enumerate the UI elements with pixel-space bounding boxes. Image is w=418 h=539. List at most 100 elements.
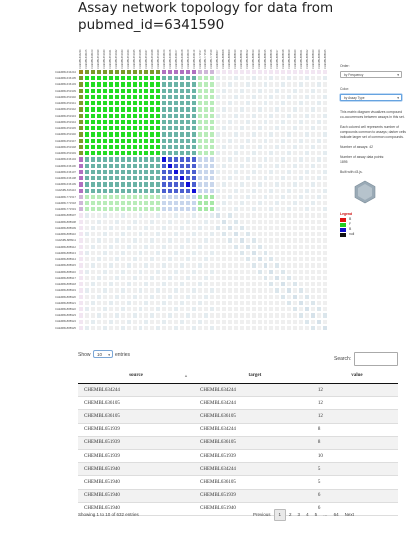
matrix-cell[interactable] (191, 87, 198, 94)
matrix-cell[interactable] (298, 112, 305, 119)
matrix-cell[interactable] (244, 69, 251, 76)
matrix-cell[interactable] (292, 69, 299, 76)
matrix-cell[interactable] (101, 125, 108, 132)
matrix-cell[interactable] (244, 75, 251, 82)
matrix-cell[interactable] (173, 143, 180, 151)
matrix-cell[interactable] (167, 131, 174, 138)
matrix-cell[interactable] (286, 118, 293, 126)
matrix-cell[interactable] (203, 87, 209, 94)
matrix-cell[interactable] (244, 137, 251, 144)
matrix-cell[interactable] (262, 100, 269, 107)
matrix-cell[interactable] (89, 131, 96, 138)
matrix-cell[interactable] (119, 69, 126, 76)
matrix-cell[interactable] (220, 131, 227, 138)
matrix-cell[interactable] (232, 118, 239, 126)
matrix-cell[interactable] (250, 81, 257, 88)
matrix-cell[interactable] (262, 131, 269, 138)
matrix-cell[interactable] (304, 81, 311, 88)
matrix-cell[interactable] (83, 118, 90, 126)
matrix-cell[interactable] (131, 118, 138, 126)
matrix-cell[interactable] (298, 93, 305, 101)
matrix-cell[interactable] (274, 81, 281, 88)
matrix-cell[interactable] (244, 112, 251, 119)
matrix-cell[interactable] (220, 100, 227, 107)
matrix-cell[interactable] (113, 150, 120, 157)
column-header-source[interactable]: source ▲ (78, 368, 194, 384)
matrix-cell[interactable] (310, 106, 317, 113)
matrix-cell[interactable] (167, 106, 174, 113)
matrix-cell[interactable] (226, 75, 233, 82)
matrix-cell[interactable] (107, 150, 114, 157)
matrix-cell[interactable] (161, 75, 168, 82)
matrix-cell[interactable] (203, 69, 209, 76)
page-button-5[interactable]: 5 (314, 512, 318, 517)
matrix-cell[interactable] (83, 150, 90, 157)
matrix-cell[interactable] (316, 137, 323, 144)
matrix-cell[interactable] (185, 112, 192, 119)
matrix-cell[interactable] (280, 100, 287, 107)
page-button-last[interactable]: 64 (333, 512, 339, 517)
matrix-cell[interactable] (280, 112, 287, 119)
matrix-cell[interactable] (226, 112, 233, 119)
matrix-cell[interactable] (125, 69, 132, 76)
matrix-cell[interactable] (214, 112, 221, 119)
matrix-cell[interactable] (310, 93, 317, 101)
matrix-cell[interactable] (131, 143, 138, 151)
matrix-cell[interactable] (250, 100, 257, 107)
matrix-cell[interactable] (113, 118, 120, 126)
matrix-cell[interactable] (256, 118, 263, 126)
matrix-cell[interactable] (137, 143, 144, 151)
matrix-cell[interactable] (167, 112, 174, 119)
matrix-cell[interactable] (256, 69, 263, 76)
matrix-cell[interactable] (83, 93, 90, 101)
matrix-cell[interactable] (161, 100, 168, 107)
matrix-cell[interactable] (232, 93, 239, 101)
matrix-cell[interactable] (250, 118, 257, 126)
matrix-cell[interactable] (179, 112, 186, 119)
matrix-cell[interactable] (322, 125, 328, 132)
matrix-cell[interactable] (113, 106, 120, 113)
matrix-cell[interactable] (220, 112, 227, 119)
matrix-cell[interactable] (155, 131, 162, 138)
matrix-cell[interactable] (238, 93, 245, 101)
entries-select[interactable]: 10 ▾ (93, 350, 113, 358)
matrix-cell[interactable] (220, 93, 227, 101)
matrix-cell[interactable] (161, 143, 168, 151)
matrix-cell[interactable] (256, 75, 263, 82)
matrix-cell[interactable] (185, 81, 192, 88)
page-button-3[interactable]: 3 (297, 512, 301, 517)
matrix-cell[interactable] (226, 106, 233, 113)
matrix-cell[interactable] (95, 87, 102, 94)
matrix-cell[interactable] (304, 137, 311, 144)
matrix-cell[interactable] (214, 125, 221, 132)
matrix-cell[interactable] (167, 125, 174, 132)
matrix-cell[interactable] (179, 137, 186, 144)
matrix-cell[interactable] (191, 81, 198, 88)
matrix-cell[interactable] (149, 81, 156, 88)
matrix-cell[interactable] (262, 125, 269, 132)
matrix-cell[interactable] (262, 118, 269, 126)
matrix-cell[interactable] (274, 143, 281, 151)
matrix-cell[interactable] (208, 69, 215, 76)
matrix-cell[interactable] (185, 125, 192, 132)
matrix-cell[interactable] (155, 100, 162, 107)
matrix-cell[interactable] (304, 69, 311, 76)
matrix-cell[interactable] (167, 118, 174, 126)
matrix-cell[interactable] (95, 112, 102, 119)
matrix-cell[interactable] (185, 143, 192, 151)
matrix-cell[interactable] (113, 81, 120, 88)
matrix-cell[interactable] (101, 131, 108, 138)
matrix-cell[interactable] (149, 87, 156, 94)
page-button-4[interactable]: 4 (306, 512, 309, 517)
matrix-cell[interactable] (89, 106, 96, 113)
matrix-cell[interactable] (203, 143, 209, 151)
matrix-cell[interactable] (161, 112, 168, 119)
matrix-cell[interactable] (155, 112, 162, 119)
page-button-2[interactable]: 2 (289, 512, 292, 517)
matrix-cell[interactable] (95, 75, 102, 82)
matrix-cell[interactable] (286, 69, 293, 76)
matrix-cell[interactable] (191, 131, 198, 138)
matrix-cell[interactable] (197, 112, 203, 119)
matrix-cell[interactable] (191, 112, 198, 119)
matrix-cell[interactable] (250, 112, 257, 119)
